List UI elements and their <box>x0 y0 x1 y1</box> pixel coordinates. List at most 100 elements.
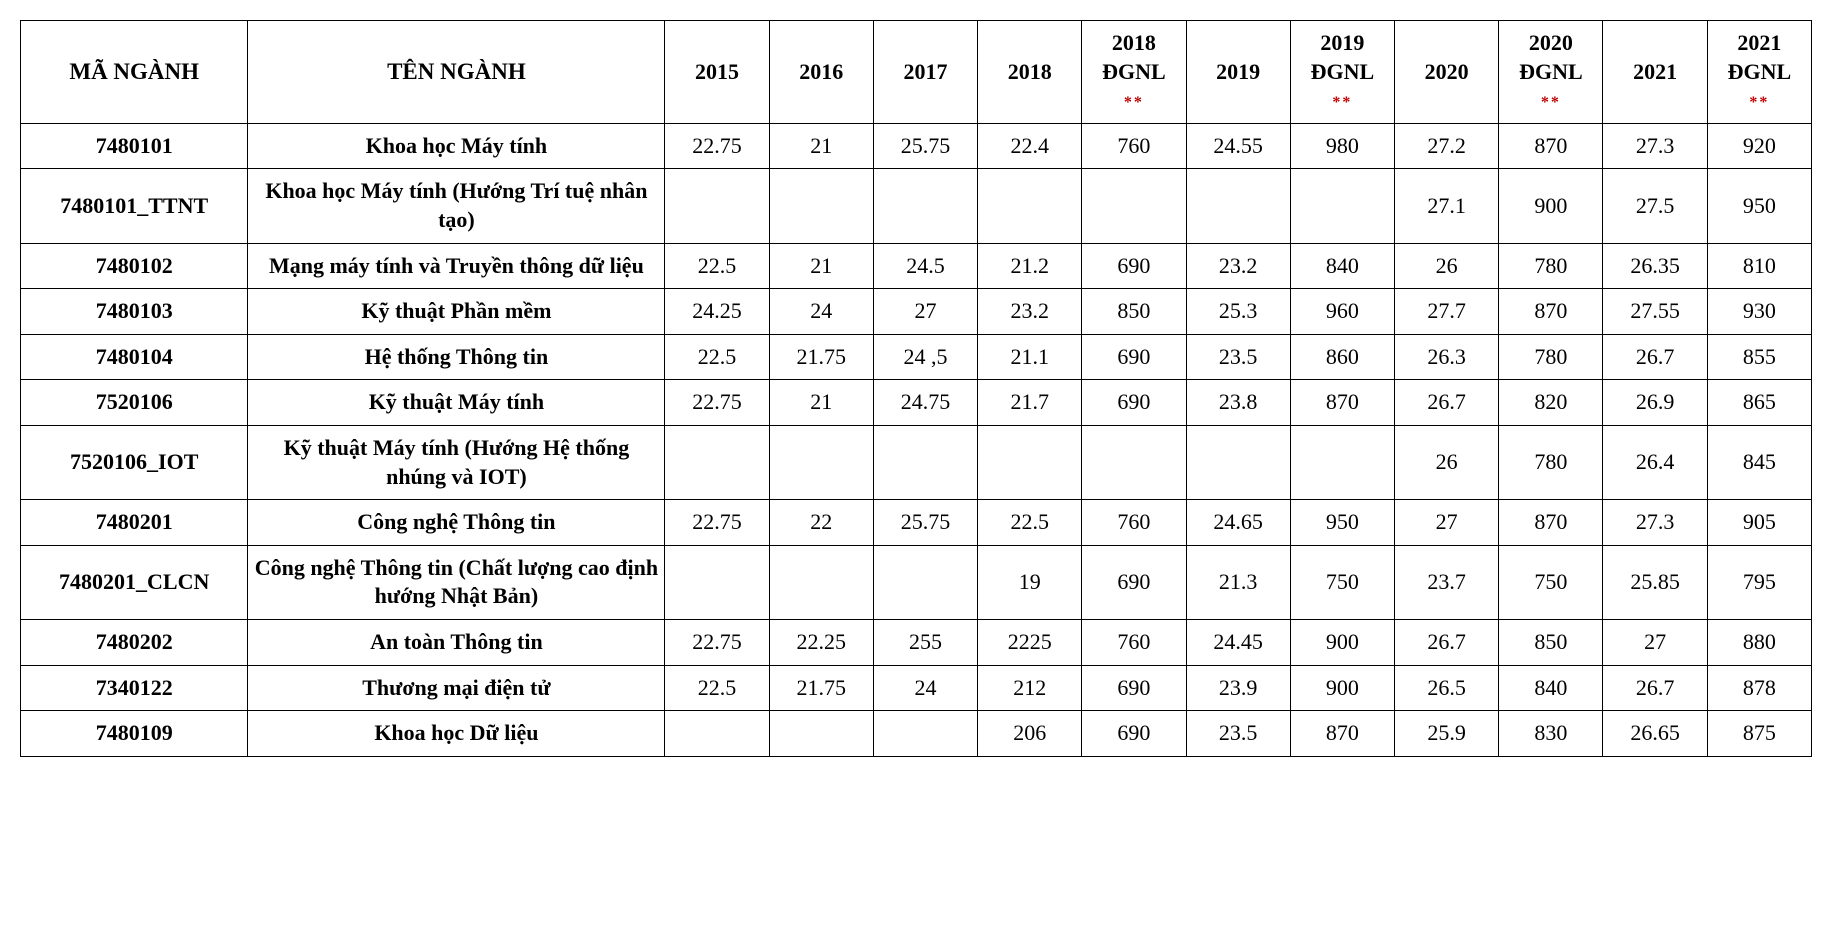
value-cell: 23.2 <box>978 289 1082 335</box>
header-stars: ** <box>1541 94 1561 111</box>
name-cell: Mạng máy tính và Truyền thông dữ liệu <box>248 243 665 289</box>
value-cell: 27 <box>1395 500 1499 546</box>
table-row: 7340122Thương mại điện tử22.521.75242126… <box>21 665 1812 711</box>
value-cell: 780 <box>1499 243 1603 289</box>
value-cell: 920 <box>1707 123 1811 169</box>
value-cell: 690 <box>1082 545 1186 619</box>
value-cell: 212 <box>978 665 1082 711</box>
value-cell: 810 <box>1707 243 1811 289</box>
value-cell: 870 <box>1499 500 1603 546</box>
table-header: MÃ NGÀNH TÊN NGÀNH 2015 2016 2017 2018 2… <box>21 21 1812 124</box>
code-cell: 7480201_CLCN <box>21 545 248 619</box>
header-dgnl-label: ĐGNL <box>1712 58 1807 87</box>
value-cell: 26 <box>1395 243 1499 289</box>
value-cell: 875 <box>1707 711 1811 757</box>
value-cell: 27.3 <box>1603 123 1707 169</box>
header-dgnl-label: ĐGNL <box>1086 58 1181 87</box>
value-cell: 24.75 <box>873 380 977 426</box>
header-2016: 2016 <box>769 21 873 124</box>
code-cell: 7480103 <box>21 289 248 335</box>
name-cell: Hệ thống Thông tin <box>248 334 665 380</box>
header-stars: ** <box>1124 94 1144 111</box>
value-cell: 690 <box>1082 711 1186 757</box>
value-cell: 27.3 <box>1603 500 1707 546</box>
header-2019: 2019 <box>1186 21 1290 124</box>
name-cell: Khoa học Máy tính <box>248 123 665 169</box>
value-cell: 865 <box>1707 380 1811 426</box>
table-row: 7480201Công nghệ Thông tin22.752225.7522… <box>21 500 1812 546</box>
value-cell: 26.4 <box>1603 425 1707 499</box>
value-cell: 206 <box>978 711 1082 757</box>
value-cell: 750 <box>1290 545 1394 619</box>
value-cell: 780 <box>1499 425 1603 499</box>
header-dgnl-label: ĐGNL <box>1295 58 1390 87</box>
table-row: 7480104Hệ thống Thông tin22.521.7524 ,52… <box>21 334 1812 380</box>
value-cell <box>665 425 769 499</box>
value-cell: 21 <box>769 123 873 169</box>
value-cell: 850 <box>1082 289 1186 335</box>
value-cell: 21 <box>769 380 873 426</box>
value-cell: 21.2 <box>978 243 1082 289</box>
value-cell: 900 <box>1290 619 1394 665</box>
value-cell: 870 <box>1499 123 1603 169</box>
value-cell <box>978 425 1082 499</box>
header-2020: 2020 <box>1395 21 1499 124</box>
table-row: 7480201_CLCNCông nghệ Thông tin (Chất lư… <box>21 545 1812 619</box>
value-cell: 23.8 <box>1186 380 1290 426</box>
code-cell: 7480101 <box>21 123 248 169</box>
header-dgnl-year: 2018 <box>1086 29 1181 58</box>
code-cell: 7480104 <box>21 334 248 380</box>
value-cell: 690 <box>1082 380 1186 426</box>
name-cell: Kỹ thuật Máy tính <box>248 380 665 426</box>
value-cell <box>665 169 769 243</box>
header-year-label: 2018 <box>1008 59 1052 84</box>
table-row: 7480101Khoa học Máy tính22.752125.7522.4… <box>21 123 1812 169</box>
value-cell <box>873 425 977 499</box>
header-name: TÊN NGÀNH <box>248 21 665 124</box>
header-stars: ** <box>1749 94 1769 111</box>
value-cell <box>769 711 873 757</box>
value-cell: 21.3 <box>1186 545 1290 619</box>
value-cell: 22.25 <box>769 619 873 665</box>
value-cell: 21 <box>769 243 873 289</box>
header-dgnl-year: 2020 <box>1503 29 1598 58</box>
value-cell: 27.5 <box>1603 169 1707 243</box>
value-cell <box>873 169 977 243</box>
value-cell <box>873 545 977 619</box>
header-code: MÃ NGÀNH <box>21 21 248 124</box>
value-cell: 22.75 <box>665 380 769 426</box>
value-cell: 26.7 <box>1395 380 1499 426</box>
header-code-label: MÃ NGÀNH <box>69 59 199 84</box>
value-cell: 26.5 <box>1395 665 1499 711</box>
value-cell: 878 <box>1707 665 1811 711</box>
value-cell: 2225 <box>978 619 1082 665</box>
value-cell: 27.2 <box>1395 123 1499 169</box>
header-year-label: 2019 <box>1216 59 1260 84</box>
value-cell <box>769 169 873 243</box>
value-cell: 22.75 <box>665 500 769 546</box>
value-cell <box>1290 169 1394 243</box>
table-row: 7480102Mạng máy tính và Truyền thông dữ … <box>21 243 1812 289</box>
code-cell: 7480102 <box>21 243 248 289</box>
header-2019-dgnl: 2019 ĐGNL ** <box>1290 21 1394 124</box>
value-cell: 24 <box>769 289 873 335</box>
value-cell: 25.9 <box>1395 711 1499 757</box>
value-cell: 26.35 <box>1603 243 1707 289</box>
value-cell: 21.7 <box>978 380 1082 426</box>
value-cell: 780 <box>1499 334 1603 380</box>
table-row: 7480109Khoa học Dữ liệu20669023.587025.9… <box>21 711 1812 757</box>
value-cell: 905 <box>1707 500 1811 546</box>
value-cell: 27 <box>1603 619 1707 665</box>
value-cell: 23.7 <box>1395 545 1499 619</box>
header-year-label: 2015 <box>695 59 739 84</box>
value-cell: 24.5 <box>873 243 977 289</box>
code-cell: 7520106 <box>21 380 248 426</box>
value-cell: 930 <box>1707 289 1811 335</box>
value-cell: 23.5 <box>1186 711 1290 757</box>
value-cell: 19 <box>978 545 1082 619</box>
value-cell: 24.25 <box>665 289 769 335</box>
value-cell: 22.5 <box>665 243 769 289</box>
header-2018-dgnl: 2018 ĐGNL ** <box>1082 21 1186 124</box>
value-cell: 860 <box>1290 334 1394 380</box>
value-cell: 760 <box>1082 123 1186 169</box>
